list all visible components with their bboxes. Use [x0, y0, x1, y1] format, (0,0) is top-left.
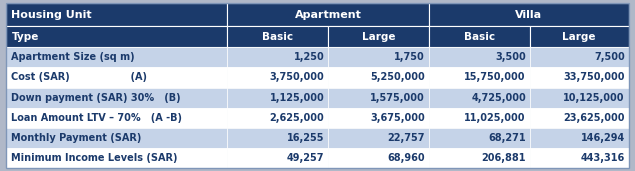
Text: 206,881: 206,881: [481, 153, 526, 163]
Text: 49,257: 49,257: [287, 153, 324, 163]
Text: Housing Unit: Housing Unit: [11, 10, 92, 20]
Bar: [530, 68, 629, 88]
Bar: [429, 148, 530, 168]
Text: 4,725,000: 4,725,000: [471, 93, 526, 102]
Bar: [227, 48, 328, 68]
Bar: [429, 108, 530, 128]
Bar: [6, 27, 227, 48]
Bar: [530, 88, 629, 108]
Bar: [227, 148, 328, 168]
Bar: [227, 27, 328, 48]
Text: 11,025,000: 11,025,000: [464, 113, 526, 123]
Text: Apartment: Apartment: [295, 10, 361, 20]
Text: 1,250: 1,250: [293, 52, 324, 62]
Bar: [227, 68, 328, 88]
Text: 1,125,000: 1,125,000: [269, 93, 324, 102]
Text: 33,750,000: 33,750,000: [563, 73, 625, 82]
Text: 22,757: 22,757: [387, 133, 425, 143]
Text: Large: Large: [563, 32, 596, 42]
Bar: [429, 48, 530, 68]
Bar: [328, 27, 429, 48]
Text: Monthly Payment (SAR): Monthly Payment (SAR): [11, 133, 142, 143]
Text: 68,960: 68,960: [387, 153, 425, 163]
Bar: [328, 128, 429, 148]
Bar: [6, 128, 227, 148]
Bar: [328, 108, 429, 128]
Bar: [227, 128, 328, 148]
Bar: [530, 48, 629, 68]
Bar: [6, 148, 227, 168]
Text: Down payment (SAR) 30%   (B): Down payment (SAR) 30% (B): [11, 93, 181, 102]
Text: 1,750: 1,750: [394, 52, 425, 62]
Text: 2,625,000: 2,625,000: [269, 113, 324, 123]
Text: 146,294: 146,294: [580, 133, 625, 143]
Text: Loan Amount LTV – 70%   (A -B): Loan Amount LTV – 70% (A -B): [11, 113, 182, 123]
Bar: [6, 108, 227, 128]
Bar: [429, 88, 530, 108]
Text: 10,125,000: 10,125,000: [563, 93, 625, 102]
Text: Apartment Size (sq m): Apartment Size (sq m): [11, 52, 135, 62]
Bar: [429, 128, 530, 148]
Text: 23,625,000: 23,625,000: [563, 113, 625, 123]
Bar: [328, 148, 429, 168]
Text: 3,500: 3,500: [495, 52, 526, 62]
Bar: [328, 68, 429, 88]
Bar: [6, 88, 227, 108]
Text: 68,271: 68,271: [488, 133, 526, 143]
Bar: [429, 3, 629, 27]
Text: Villa: Villa: [515, 10, 542, 20]
Text: Basic: Basic: [262, 32, 293, 42]
Bar: [530, 108, 629, 128]
Text: 443,316: 443,316: [580, 153, 625, 163]
Bar: [227, 88, 328, 108]
Text: 3,675,000: 3,675,000: [370, 113, 425, 123]
Bar: [429, 68, 530, 88]
Text: 3,750,000: 3,750,000: [269, 73, 324, 82]
Text: 1,575,000: 1,575,000: [370, 93, 425, 102]
Bar: [530, 148, 629, 168]
Text: Type: Type: [11, 32, 39, 42]
Bar: [328, 88, 429, 108]
Bar: [227, 3, 429, 27]
Bar: [429, 27, 530, 48]
Text: Cost (SAR)                  (A): Cost (SAR) (A): [11, 73, 147, 82]
Text: 16,255: 16,255: [287, 133, 324, 143]
Text: Basic: Basic: [464, 32, 495, 42]
Bar: [6, 68, 227, 88]
Bar: [328, 48, 429, 68]
Text: Minimum Income Levels (SAR): Minimum Income Levels (SAR): [11, 153, 178, 163]
Text: Large: Large: [362, 32, 395, 42]
Text: 15,750,000: 15,750,000: [464, 73, 526, 82]
Text: 7,500: 7,500: [594, 52, 625, 62]
Bar: [530, 128, 629, 148]
Text: 5,250,000: 5,250,000: [370, 73, 425, 82]
Bar: [6, 48, 227, 68]
Bar: [6, 3, 227, 27]
Bar: [227, 108, 328, 128]
Bar: [530, 27, 629, 48]
